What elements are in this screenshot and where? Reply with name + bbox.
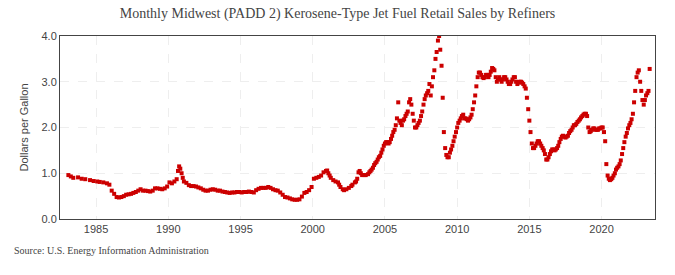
svg-text:Dollars per Gallon: Dollars per Gallon	[18, 83, 30, 171]
svg-text:2005: 2005	[373, 223, 397, 235]
svg-text:2015: 2015	[517, 223, 541, 235]
svg-text:1995: 1995	[228, 223, 252, 235]
svg-text:3.0: 3.0	[42, 76, 57, 88]
svg-text:1990: 1990	[156, 223, 180, 235]
svg-text:4.0: 4.0	[42, 30, 57, 42]
svg-text:1985: 1985	[84, 223, 108, 235]
svg-text:Monthly Midwest (PADD 2) Keros: Monthly Midwest (PADD 2) Kerosene-Type J…	[120, 6, 556, 22]
svg-text:0.0: 0.0	[42, 213, 57, 225]
svg-text:2000: 2000	[300, 223, 324, 235]
svg-text:2020: 2020	[589, 223, 613, 235]
svg-text:2010: 2010	[445, 223, 469, 235]
svg-text:1.0: 1.0	[42, 167, 57, 179]
svg-text:2.0: 2.0	[42, 121, 57, 133]
svg-text:Source: U.S. Energy Informatio: Source: U.S. Energy Information Administ…	[14, 245, 209, 256]
